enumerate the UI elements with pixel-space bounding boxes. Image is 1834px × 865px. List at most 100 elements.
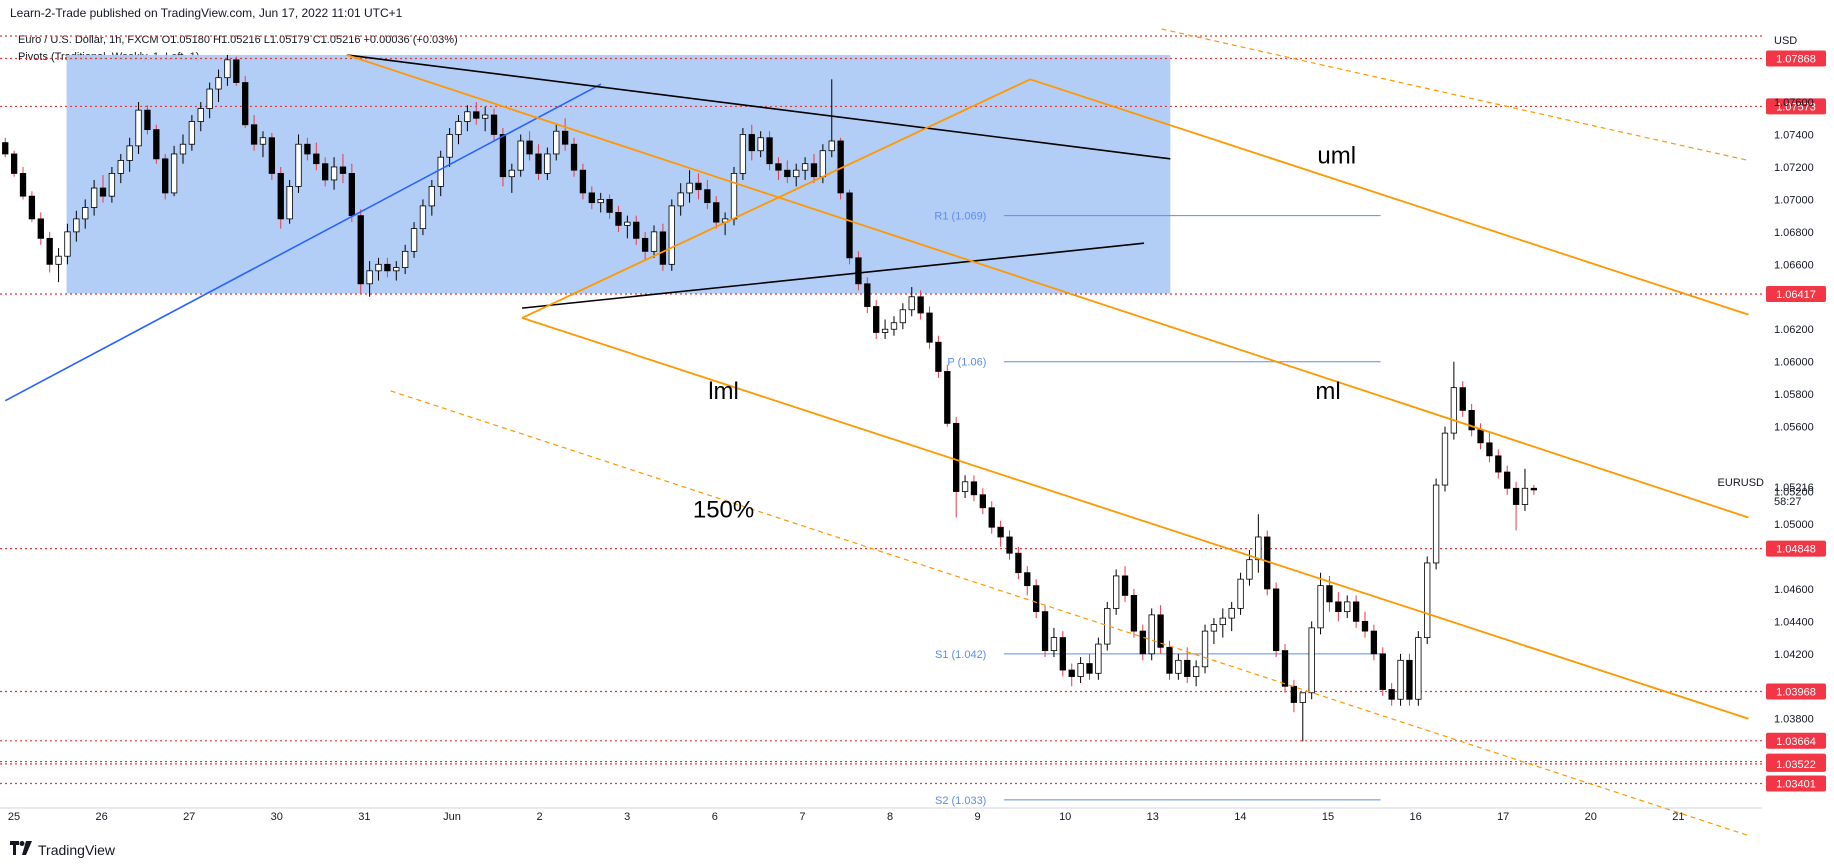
candle[interactable] bbox=[108, 173, 116, 197]
candle[interactable] bbox=[455, 121, 462, 135]
pitchfork-annotation-label[interactable]: lml bbox=[708, 378, 739, 405]
candle[interactable] bbox=[1406, 659, 1413, 700]
candle[interactable] bbox=[179, 143, 187, 155]
candle[interactable] bbox=[873, 306, 880, 333]
candle[interactable] bbox=[268, 137, 276, 174]
candle[interactable] bbox=[793, 169, 800, 178]
candle[interactable] bbox=[393, 267, 400, 272]
candle[interactable] bbox=[1095, 643, 1102, 674]
candle[interactable] bbox=[1192, 666, 1200, 677]
candle[interactable] bbox=[428, 186, 435, 207]
candle[interactable] bbox=[1495, 455, 1502, 473]
pitchfork-line[interactable] bbox=[521, 317, 1749, 720]
candle[interactable] bbox=[410, 228, 418, 252]
candle[interactable] bbox=[961, 481, 969, 492]
candle[interactable] bbox=[810, 163, 818, 178]
candle[interactable] bbox=[1166, 646, 1173, 674]
candle[interactable] bbox=[1068, 669, 1075, 677]
candle[interactable] bbox=[1415, 637, 1422, 700]
candle[interactable] bbox=[1041, 611, 1049, 651]
candle[interactable] bbox=[37, 218, 44, 239]
candle[interactable] bbox=[242, 82, 249, 126]
candle[interactable] bbox=[517, 140, 524, 171]
candle[interactable] bbox=[1157, 614, 1164, 648]
candle[interactable] bbox=[1477, 429, 1484, 444]
candle[interactable] bbox=[402, 250, 409, 268]
candle[interactable] bbox=[1148, 614, 1155, 655]
candle[interactable] bbox=[1432, 484, 1440, 564]
candle[interactable] bbox=[366, 270, 373, 285]
candle[interactable] bbox=[1290, 685, 1298, 703]
candle[interactable] bbox=[1024, 572, 1031, 587]
candle[interactable] bbox=[55, 255, 62, 265]
candle[interactable] bbox=[899, 309, 907, 324]
candle[interactable] bbox=[1281, 650, 1289, 687]
candle[interactable] bbox=[250, 124, 258, 145]
candle[interactable] bbox=[1219, 617, 1226, 626]
candle[interactable] bbox=[881, 328, 889, 333]
candle[interactable] bbox=[597, 199, 604, 204]
candle[interactable] bbox=[1441, 432, 1449, 486]
candle[interactable] bbox=[579, 169, 587, 194]
candle[interactable] bbox=[170, 153, 178, 194]
candle[interactable] bbox=[713, 202, 720, 223]
candle[interactable] bbox=[1201, 630, 1209, 668]
candle[interactable] bbox=[944, 371, 951, 424]
candle[interactable] bbox=[1077, 663, 1084, 677]
candle[interactable] bbox=[864, 283, 871, 307]
candle[interactable] bbox=[784, 169, 791, 178]
candle[interactable] bbox=[375, 263, 382, 272]
candle[interactable] bbox=[499, 134, 507, 178]
candle[interactable] bbox=[1246, 559, 1253, 580]
candle[interactable] bbox=[1228, 607, 1235, 619]
candle[interactable] bbox=[446, 134, 453, 158]
candle[interactable] bbox=[19, 173, 27, 197]
candle[interactable] bbox=[188, 121, 196, 145]
candle[interactable] bbox=[1059, 637, 1066, 671]
candle[interactable] bbox=[553, 130, 560, 155]
candle[interactable] bbox=[855, 257, 862, 285]
candle[interactable] bbox=[846, 192, 853, 259]
candle[interactable] bbox=[1255, 536, 1262, 561]
candle[interactable] bbox=[82, 207, 89, 220]
candle[interactable] bbox=[801, 163, 809, 171]
candle[interactable] bbox=[1006, 536, 1013, 554]
candle[interactable] bbox=[650, 231, 658, 252]
footer-branding[interactable]: TradingView bbox=[10, 841, 115, 858]
candle[interactable] bbox=[570, 143, 578, 171]
candle[interactable] bbox=[64, 231, 71, 257]
candle[interactable] bbox=[1308, 627, 1315, 694]
candle[interactable] bbox=[304, 143, 311, 155]
candle[interactable] bbox=[979, 494, 987, 509]
pitchfork-line[interactable] bbox=[1029, 78, 1749, 316]
range-box[interactable] bbox=[66, 54, 1171, 294]
candle[interactable] bbox=[526, 140, 533, 155]
candle[interactable] bbox=[1450, 387, 1458, 434]
black-trendline[interactable] bbox=[521, 242, 1145, 309]
blue-trendline[interactable] bbox=[4, 83, 602, 402]
candle[interactable] bbox=[117, 160, 124, 174]
candle[interactable] bbox=[473, 111, 480, 119]
candle[interactable] bbox=[908, 296, 915, 311]
candle[interactable] bbox=[935, 341, 942, 372]
candle[interactable] bbox=[766, 137, 773, 165]
candle[interactable] bbox=[233, 59, 240, 83]
black-trendline[interactable] bbox=[346, 54, 1171, 160]
candle[interactable] bbox=[1486, 442, 1493, 457]
candle[interactable] bbox=[997, 526, 1004, 538]
pitchfork-annotation-label[interactable]: uml bbox=[1317, 143, 1356, 170]
candle[interactable] bbox=[1272, 588, 1280, 651]
candle[interactable] bbox=[624, 221, 631, 226]
candle[interactable] bbox=[1299, 692, 1306, 703]
candle[interactable] bbox=[215, 77, 222, 90]
candle[interactable] bbox=[1184, 659, 1191, 677]
candle[interactable] bbox=[1397, 659, 1404, 700]
candle[interactable] bbox=[277, 173, 284, 220]
candle[interactable] bbox=[1317, 585, 1324, 629]
candle[interactable] bbox=[357, 215, 364, 285]
candle[interactable] bbox=[757, 137, 764, 152]
candle[interactable] bbox=[90, 187, 98, 208]
candle[interactable] bbox=[890, 322, 898, 330]
candle[interactable] bbox=[295, 143, 302, 187]
